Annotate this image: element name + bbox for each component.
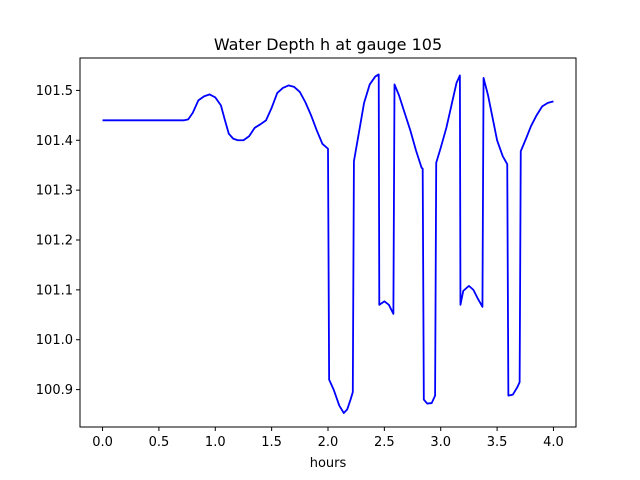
y-tick-label: 101.3 (36, 184, 73, 199)
x-tick-label: 1.5 (261, 435, 282, 450)
y-tick-label: 101.5 (36, 84, 73, 99)
plot-frame (79, 57, 577, 428)
y-tick-label: 100.9 (36, 383, 73, 398)
x-tick-label: 1.0 (205, 435, 226, 450)
y-tick-label: 101.1 (36, 283, 73, 298)
x-tick-label: 0.5 (149, 435, 170, 450)
x-tick-label: 3.0 (430, 435, 451, 450)
x-axis: 0.0 0.5 1.0 1.5 2.0 2.5 3.0 3.5 4.0 (92, 427, 564, 450)
series-line-0 (102, 73, 554, 414)
plot-area (102, 73, 554, 414)
y-tick-label: 101.2 (36, 234, 73, 249)
y-tick-label: 101.0 (36, 333, 73, 348)
x-tick-label: 2.5 (374, 435, 395, 450)
x-tick-label: 3.5 (487, 435, 508, 450)
x-axis-label: hours (310, 456, 347, 471)
x-tick-label: 0.0 (92, 435, 113, 450)
x-tick-label: 4.0 (543, 435, 564, 450)
x-tick-label: 2.0 (318, 435, 339, 450)
chart-title: Water Depth h at gauge 105 (214, 35, 442, 54)
y-axis: 100.9 101.0 101.1 101.2 101.3 101.4 101.5 (36, 84, 80, 398)
y-tick-label: 101.4 (36, 134, 73, 149)
